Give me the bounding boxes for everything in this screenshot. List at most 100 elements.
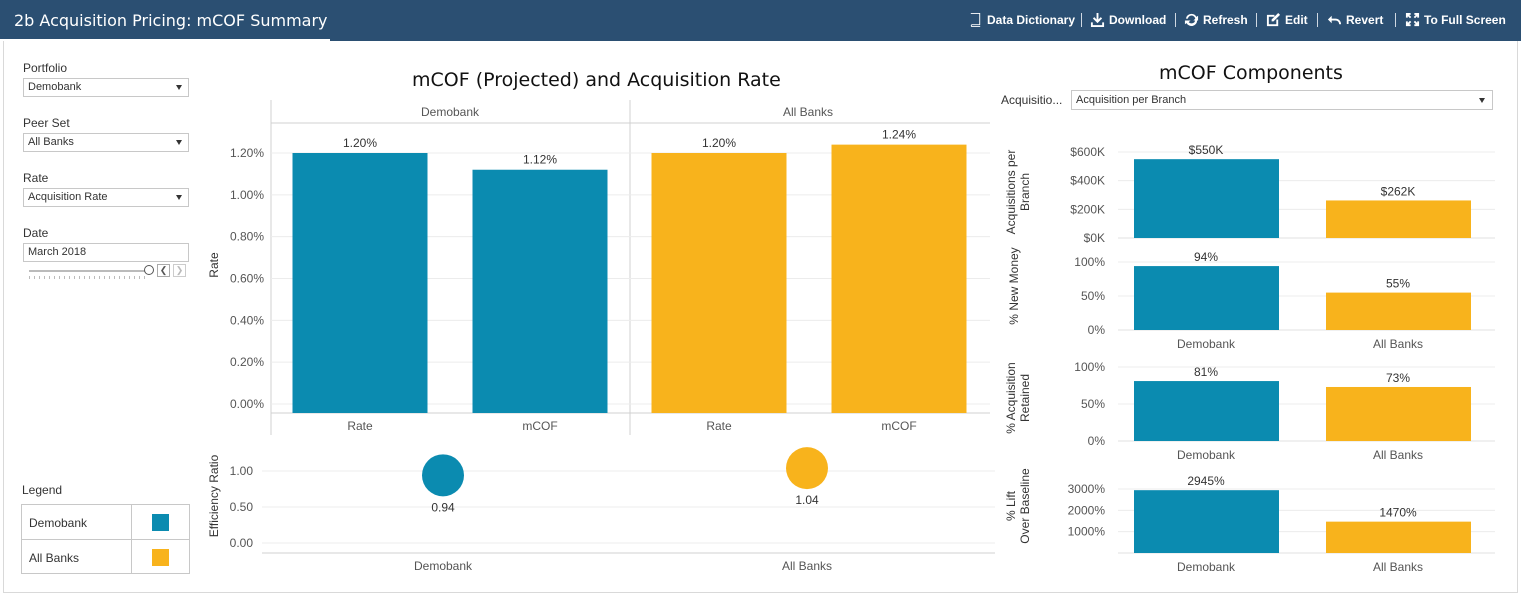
y-axis-label: % AcquisitionRetained bbox=[1004, 362, 1032, 433]
bar bbox=[1134, 159, 1279, 238]
dashboard-frame bbox=[3, 41, 1518, 593]
legend-item[interactable]: All Banks bbox=[22, 539, 189, 573]
dashboard-tab[interactable]: 2b Acquisition Pricing: mCOF Summary bbox=[0, 0, 330, 41]
bar bbox=[1326, 386, 1471, 441]
data-label: 1.04 bbox=[795, 493, 819, 507]
data-label: 1.24% bbox=[882, 128, 916, 142]
legend-title: Legend bbox=[22, 483, 63, 497]
date-value: March 2018 bbox=[28, 246, 87, 258]
data-dictionary-button[interactable]: Data Dictionary bbox=[968, 12, 1075, 27]
y-axis-label-line: Retained bbox=[1018, 374, 1032, 422]
data-label: 1.20% bbox=[343, 136, 377, 150]
date-input[interactable]: March 2018 bbox=[23, 243, 189, 262]
components-chart[interactable]: $0K $200K $400K $600K Acquisitions perBranch… bbox=[1000, 112, 1515, 582]
mcof-rate-chart[interactable]: Demobank All Banks 0.00% 0.20% 0.40% 0.60% 0.8… bbox=[200, 95, 1000, 440]
y-tick-label: 1.00 bbox=[230, 464, 254, 478]
x-tick-label: All Banks bbox=[1373, 448, 1423, 462]
rate-value: Acquisition Rate bbox=[28, 191, 108, 203]
toolbar-divider bbox=[1175, 13, 1176, 27]
date-slider-track[interactable] bbox=[29, 270, 149, 272]
panel-header: Demobank bbox=[421, 105, 480, 119]
full-screen-label: To Full Screen bbox=[1424, 12, 1506, 27]
y-tick-label: 0% bbox=[1088, 323, 1106, 337]
download-label: Download bbox=[1109, 12, 1167, 27]
rate-label: Rate bbox=[23, 171, 49, 185]
y-tick-label: 2000% bbox=[1068, 503, 1106, 517]
refresh-label: Refresh bbox=[1203, 12, 1248, 27]
legend-label: All Banks bbox=[29, 551, 80, 565]
bar bbox=[1134, 266, 1279, 330]
revert-label: Revert bbox=[1346, 12, 1384, 27]
edit-icon bbox=[1266, 12, 1281, 27]
portfolio-value: Demobank bbox=[28, 81, 82, 93]
legend-label: Demobank bbox=[29, 516, 88, 530]
data-label: 73% bbox=[1386, 371, 1410, 385]
x-tick-label: All Banks bbox=[1373, 337, 1423, 351]
date-slider-handle[interactable] bbox=[144, 265, 154, 275]
peer-set-dropdown[interactable]: All Banks bbox=[23, 133, 189, 152]
download-button[interactable]: Download bbox=[1090, 12, 1166, 27]
legend-divider bbox=[131, 505, 132, 573]
revert-icon bbox=[1327, 15, 1342, 25]
edit-button[interactable]: Edit bbox=[1266, 12, 1308, 27]
y-tick-label: 0.20% bbox=[230, 355, 264, 369]
y-tick-label: 50% bbox=[1081, 397, 1105, 411]
x-tick-label: mCOF bbox=[522, 419, 557, 433]
y-tick-label: 1.00% bbox=[230, 188, 264, 202]
revert-button[interactable]: Revert bbox=[1327, 12, 1383, 27]
bar bbox=[831, 144, 967, 413]
data-label: 1470% bbox=[1379, 506, 1417, 520]
peer-set-value: All Banks bbox=[28, 136, 74, 148]
y-tick-label: 0% bbox=[1088, 434, 1106, 448]
y-axis-label: Efficiency Ratio bbox=[207, 454, 221, 537]
components-filter-label: Acquisitio... bbox=[1001, 93, 1063, 107]
legend-swatch bbox=[152, 549, 169, 566]
full-screen-button[interactable]: To Full Screen bbox=[1405, 12, 1506, 27]
components-dropdown[interactable]: Acquisition per Branch bbox=[1071, 90, 1493, 110]
book-icon bbox=[970, 12, 981, 27]
portfolio-label: Portfolio bbox=[23, 61, 68, 75]
y-tick-label: $600K bbox=[1070, 145, 1105, 159]
components-title: mCOF Components bbox=[1159, 62, 1343, 84]
next-date-button[interactable]: ❯ bbox=[173, 264, 186, 277]
data-label: 81% bbox=[1194, 365, 1218, 379]
toolbar-divider bbox=[1081, 13, 1082, 27]
main-chart-title: mCOF (Projected) and Acquisition Rate bbox=[412, 69, 781, 91]
peer-set-label: Peer Set bbox=[23, 116, 70, 130]
x-tick-label: mCOF bbox=[881, 419, 916, 433]
data-label: 1.20% bbox=[702, 136, 736, 150]
bar bbox=[1326, 521, 1471, 553]
y-tick-label: $200K bbox=[1070, 202, 1105, 216]
y-axis-label-line: % New Money bbox=[1007, 247, 1021, 324]
bar bbox=[472, 169, 608, 413]
scatter-point bbox=[786, 447, 828, 490]
y-tick-label: 0.00 bbox=[230, 536, 254, 550]
chevron-left-icon: ❮ bbox=[159, 265, 168, 275]
page-title: 2b Acquisition Pricing: mCOF Summary bbox=[14, 11, 328, 30]
top-bar: 2b Acquisition Pricing: mCOF Summary Dat… bbox=[0, 0, 1521, 41]
expand-icon bbox=[1405, 12, 1420, 27]
refresh-button[interactable]: Refresh bbox=[1184, 12, 1248, 27]
toolbar-divider bbox=[1317, 13, 1318, 27]
data-dictionary-label: Data Dictionary bbox=[987, 12, 1076, 27]
y-axis-label-line: Branch bbox=[1018, 173, 1032, 211]
y-tick-label: 0.40% bbox=[230, 313, 264, 327]
bar bbox=[1326, 200, 1471, 238]
date-slider-ticks bbox=[29, 276, 149, 279]
rate-dropdown[interactable]: Acquisition Rate bbox=[23, 188, 189, 207]
legend-item[interactable]: Demobank bbox=[22, 505, 189, 539]
efficiency-ratio-chart[interactable]: 0.00 0.50 1.00 Efficiency Ratio 0.94 Demobank… bbox=[200, 440, 1000, 580]
portfolio-dropdown[interactable]: Demobank bbox=[23, 78, 189, 97]
dropdown-arrow-icon bbox=[176, 195, 182, 200]
dropdown-arrow-icon bbox=[176, 140, 182, 145]
y-axis-label-line: % Lift bbox=[1004, 490, 1018, 521]
data-label: $262K bbox=[1381, 184, 1416, 198]
panel-header: All Banks bbox=[783, 105, 833, 119]
data-label: 55% bbox=[1386, 277, 1410, 291]
x-tick-label: Rate bbox=[347, 419, 373, 433]
y-axis-label-line: % Acquisition bbox=[1004, 362, 1018, 433]
bar bbox=[1134, 490, 1279, 553]
edit-label: Edit bbox=[1285, 12, 1308, 27]
previous-date-button[interactable]: ❮ bbox=[157, 264, 170, 277]
